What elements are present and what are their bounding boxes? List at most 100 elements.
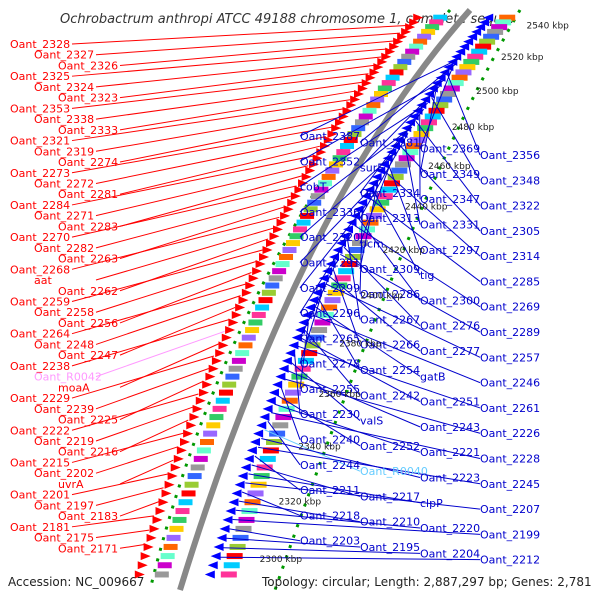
gene-label-forward: Oant_2216 bbox=[58, 446, 118, 459]
gene-leader-line bbox=[119, 175, 303, 227]
cog-stripe bbox=[376, 193, 393, 200]
gene-leader-line bbox=[71, 126, 332, 174]
cog-stripe bbox=[228, 365, 243, 372]
cog-stripe bbox=[327, 289, 344, 296]
gene-label-reverse: Oant_2210 bbox=[360, 516, 420, 529]
forward-gene-arrow bbox=[361, 79, 372, 88]
cog-stripe bbox=[175, 508, 190, 515]
cog-stripe bbox=[413, 38, 428, 45]
gene-label-reverse: Oant_2266 bbox=[360, 339, 420, 352]
gene-leader-line bbox=[95, 108, 345, 152]
forward-gene-arrow bbox=[320, 142, 331, 151]
reverse-gene-arrow bbox=[234, 480, 245, 489]
cog-stripe bbox=[212, 405, 227, 412]
gene-label-forward: Oant_2181 bbox=[10, 521, 70, 534]
forward-gene-arrow bbox=[134, 570, 145, 579]
cog-stripe bbox=[401, 53, 416, 60]
gene-leader-line bbox=[232, 519, 481, 535]
reverse-gene-arrow bbox=[315, 281, 326, 290]
gene-label-forward: Oant_2248 bbox=[34, 338, 94, 351]
forward-gene-arrow bbox=[308, 160, 319, 169]
forward-gene-arrow bbox=[301, 172, 312, 181]
cog-stripe bbox=[397, 58, 412, 65]
label-lines bbox=[71, 25, 481, 561]
gene-leader-line bbox=[95, 136, 326, 184]
gene-label-reverse: gatB bbox=[420, 370, 446, 383]
forward-gene-arrow bbox=[143, 542, 154, 551]
gene-leader-line bbox=[299, 204, 367, 289]
cog-stripe bbox=[311, 327, 328, 334]
tick-labels: 2540 kbp 2520 kbp 2500 kbp 2480 kbp 2460 kbp… bbox=[260, 22, 569, 566]
forward-gene-arrow bbox=[167, 472, 178, 481]
gene-leader-line bbox=[71, 473, 169, 496]
gene-leader-line bbox=[119, 40, 394, 66]
reverse-gene-arrow bbox=[278, 364, 289, 373]
cog-stripe bbox=[279, 253, 294, 260]
cog-stripe bbox=[459, 64, 476, 71]
cog-stripe bbox=[348, 247, 365, 253]
gene-leader-line bbox=[264, 429, 361, 472]
cog-stripe bbox=[222, 381, 237, 388]
cog-stripe bbox=[275, 261, 290, 268]
reverse-gene-arrow bbox=[475, 23, 486, 32]
tick-label: 2520 kbp bbox=[501, 53, 544, 63]
gene-label-forward: Oant_2259 bbox=[10, 296, 70, 309]
gene-leader-line bbox=[71, 99, 351, 142]
gene-label-forward: Oant_2256 bbox=[58, 317, 118, 330]
gene-leader-line bbox=[95, 330, 225, 378]
gene-label-forward: Oant_2333 bbox=[58, 124, 118, 137]
gene-leader-line bbox=[119, 306, 236, 356]
tick-label: 2300 kbp bbox=[260, 555, 303, 565]
gene-label-reverse: tig bbox=[420, 269, 434, 282]
cog-stripe bbox=[303, 206, 318, 213]
forward-gene-arrow bbox=[170, 463, 181, 472]
cog-stripe bbox=[463, 58, 480, 65]
forward-gene-arrow bbox=[327, 130, 338, 139]
cog-stripe bbox=[377, 85, 392, 92]
gene-label-forward: Oant_2274 bbox=[58, 156, 118, 169]
gene-label-forward: Oant_2202 bbox=[34, 467, 94, 480]
gene-label-reverse: Oant_2221 bbox=[420, 446, 480, 459]
gene-leader-line bbox=[119, 343, 220, 388]
forward-gene-arrow bbox=[338, 112, 349, 121]
forward-gene-arrow bbox=[342, 106, 353, 115]
cog-stripe bbox=[475, 43, 492, 50]
cog-stripe bbox=[241, 334, 256, 341]
gene-leader-line bbox=[95, 446, 179, 474]
forward-gene-arrow bbox=[334, 118, 345, 127]
gene-leader-line bbox=[415, 120, 481, 206]
tick-label: 2420 kbp bbox=[383, 246, 426, 256]
gene-label-reverse: Oant_2387 bbox=[300, 130, 360, 143]
forward-gene-arrow bbox=[192, 404, 203, 413]
cog-stripe bbox=[455, 69, 472, 76]
gene-leader-line bbox=[318, 298, 361, 371]
cog-stripe bbox=[278, 405, 295, 412]
forward-gene-arrow bbox=[252, 267, 263, 276]
reverse-gene-arrow bbox=[459, 42, 470, 51]
forward-gene-arrow bbox=[186, 421, 197, 430]
gene-leader-line bbox=[284, 378, 481, 434]
reverse-gene-arrow bbox=[382, 154, 393, 163]
cog-stripe bbox=[206, 422, 221, 429]
cog-stripe bbox=[235, 525, 252, 532]
gene-label-reverse: Oant_2276 bbox=[420, 320, 480, 333]
gene-label-reverse: Oant_2245 bbox=[480, 478, 540, 491]
forward-gene-arrow bbox=[377, 57, 388, 66]
gene-leader-line bbox=[299, 58, 461, 137]
reverse-gene-arrow bbox=[301, 310, 312, 319]
cog-stripe bbox=[362, 219, 379, 226]
gene-leader-line bbox=[290, 362, 361, 421]
gene-leader-line bbox=[358, 218, 421, 301]
gene-leader-line bbox=[315, 306, 421, 377]
gene-label-forward: Oant_2321 bbox=[10, 135, 70, 148]
gene-leader-line bbox=[299, 291, 323, 364]
gene-leader-line bbox=[71, 355, 215, 399]
cog-stripe bbox=[154, 571, 169, 578]
gene-label-forward: Oant_2327 bbox=[34, 49, 94, 62]
gene-leader-line bbox=[71, 318, 230, 367]
reverse-gene-arrow bbox=[431, 79, 442, 88]
forward-gene-arrow bbox=[228, 318, 239, 327]
gene-leader-line bbox=[294, 354, 301, 415]
cog-stripe bbox=[262, 447, 279, 454]
